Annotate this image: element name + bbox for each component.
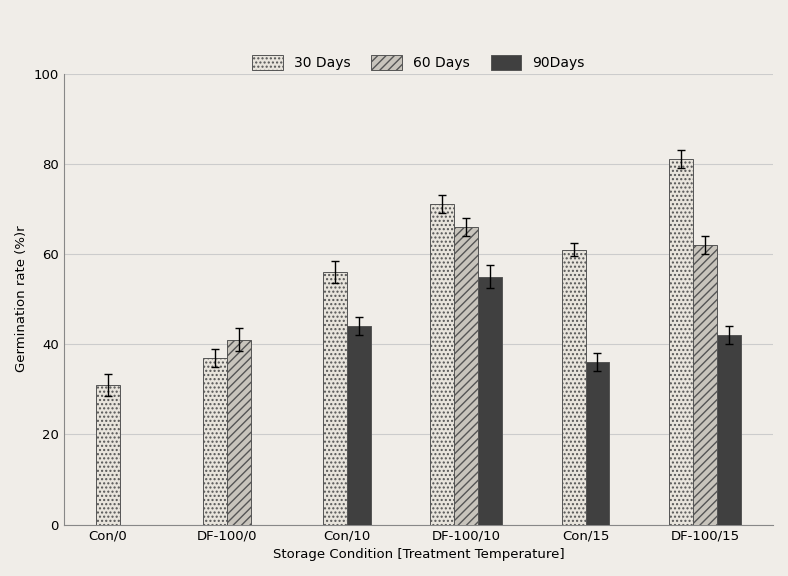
- Bar: [585, 362, 609, 525]
- X-axis label: Storage Condition [Treatment Temperature]: Storage Condition [Treatment Temperature…: [273, 548, 564, 561]
- Bar: [454, 227, 478, 525]
- Bar: [203, 358, 227, 525]
- Bar: [430, 204, 454, 525]
- Legend: 30 Days, 60 Days, 90Days: 30 Days, 60 Days, 90Days: [247, 49, 590, 75]
- Bar: [323, 272, 347, 525]
- Bar: [669, 160, 693, 525]
- Bar: [717, 335, 741, 525]
- Bar: [96, 385, 120, 525]
- Y-axis label: Germination rate (%)r: Germination rate (%)r: [15, 226, 28, 373]
- Bar: [347, 326, 370, 525]
- Bar: [562, 249, 585, 525]
- Bar: [478, 276, 502, 525]
- Bar: [227, 340, 251, 525]
- Bar: [693, 245, 717, 525]
